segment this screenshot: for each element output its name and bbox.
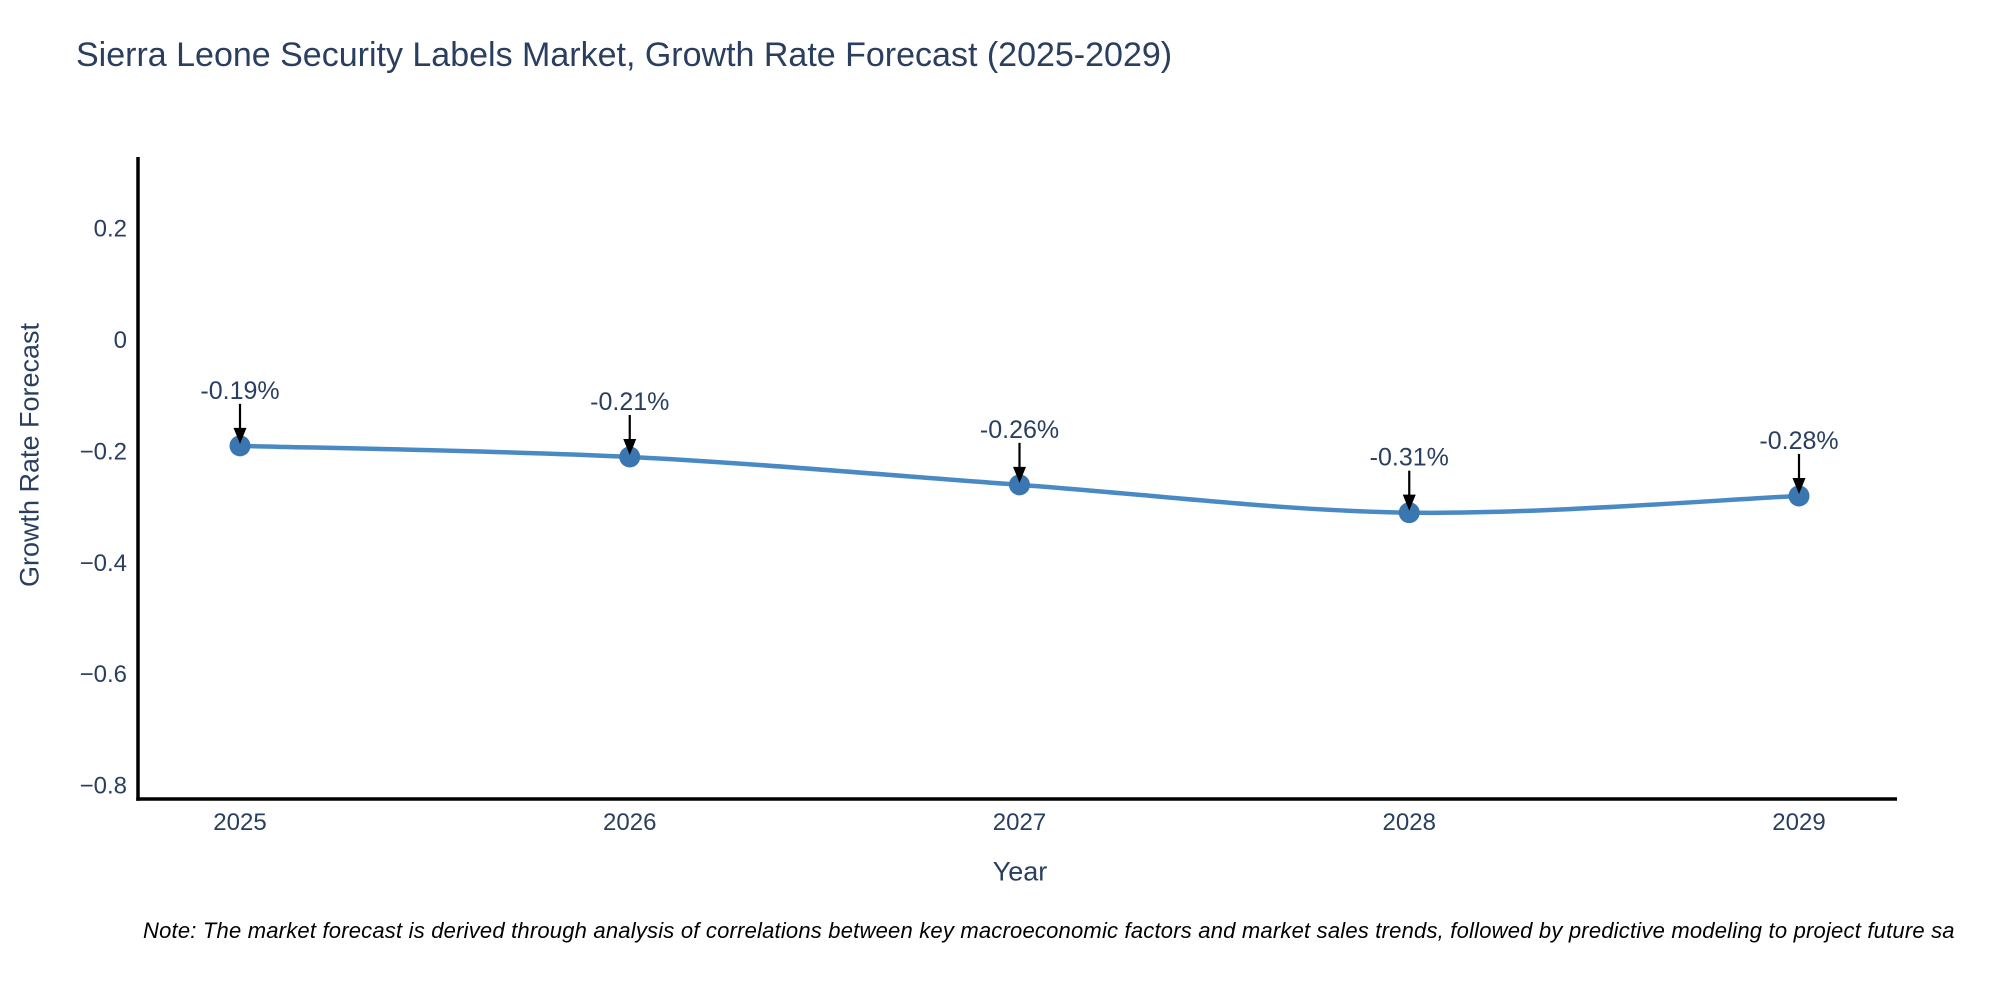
x-tick-label: 2028 <box>1383 809 1436 836</box>
point-value-label: -0.26% <box>980 416 1059 444</box>
data-point-marker <box>229 435 251 457</box>
footnote: Note: The market forecast is derived thr… <box>143 918 1955 943</box>
point-value-label: -0.21% <box>590 388 669 416</box>
data-point-marker <box>619 446 641 468</box>
y-tick-label: −0.8 <box>80 773 127 800</box>
x-tick-label: 2029 <box>1772 809 1825 836</box>
chart-title: Sierra Leone Security Labels Market, Gro… <box>76 36 1173 74</box>
y-tick-label: 0.2 <box>94 216 127 243</box>
y-tick-label: −0.2 <box>80 438 127 465</box>
x-tick-label: 2026 <box>603 809 656 836</box>
y-tick-label: −0.6 <box>80 661 127 688</box>
point-value-label: -0.19% <box>200 377 279 405</box>
annotation-arrow-head <box>623 438 637 455</box>
data-point-marker <box>1009 474 1030 496</box>
x-tick-label: 2025 <box>213 809 266 836</box>
x-axis-title: Year <box>992 856 1048 887</box>
data-point-marker <box>1398 502 1420 524</box>
data-point-marker <box>1788 485 1810 507</box>
annotation-arrow-head <box>233 427 247 444</box>
annotation-arrow-head <box>1013 466 1026 483</box>
annotation-arrow-head <box>1402 494 1416 511</box>
point-value-label: -0.31% <box>1370 444 1449 472</box>
annotation-arrow-head <box>1792 477 1806 494</box>
y-tick-label: −0.4 <box>80 550 127 577</box>
x-tick-label: 2027 <box>993 809 1046 836</box>
point-value-label: -0.28% <box>1759 427 1838 455</box>
y-tick-label: 0 <box>114 327 127 354</box>
